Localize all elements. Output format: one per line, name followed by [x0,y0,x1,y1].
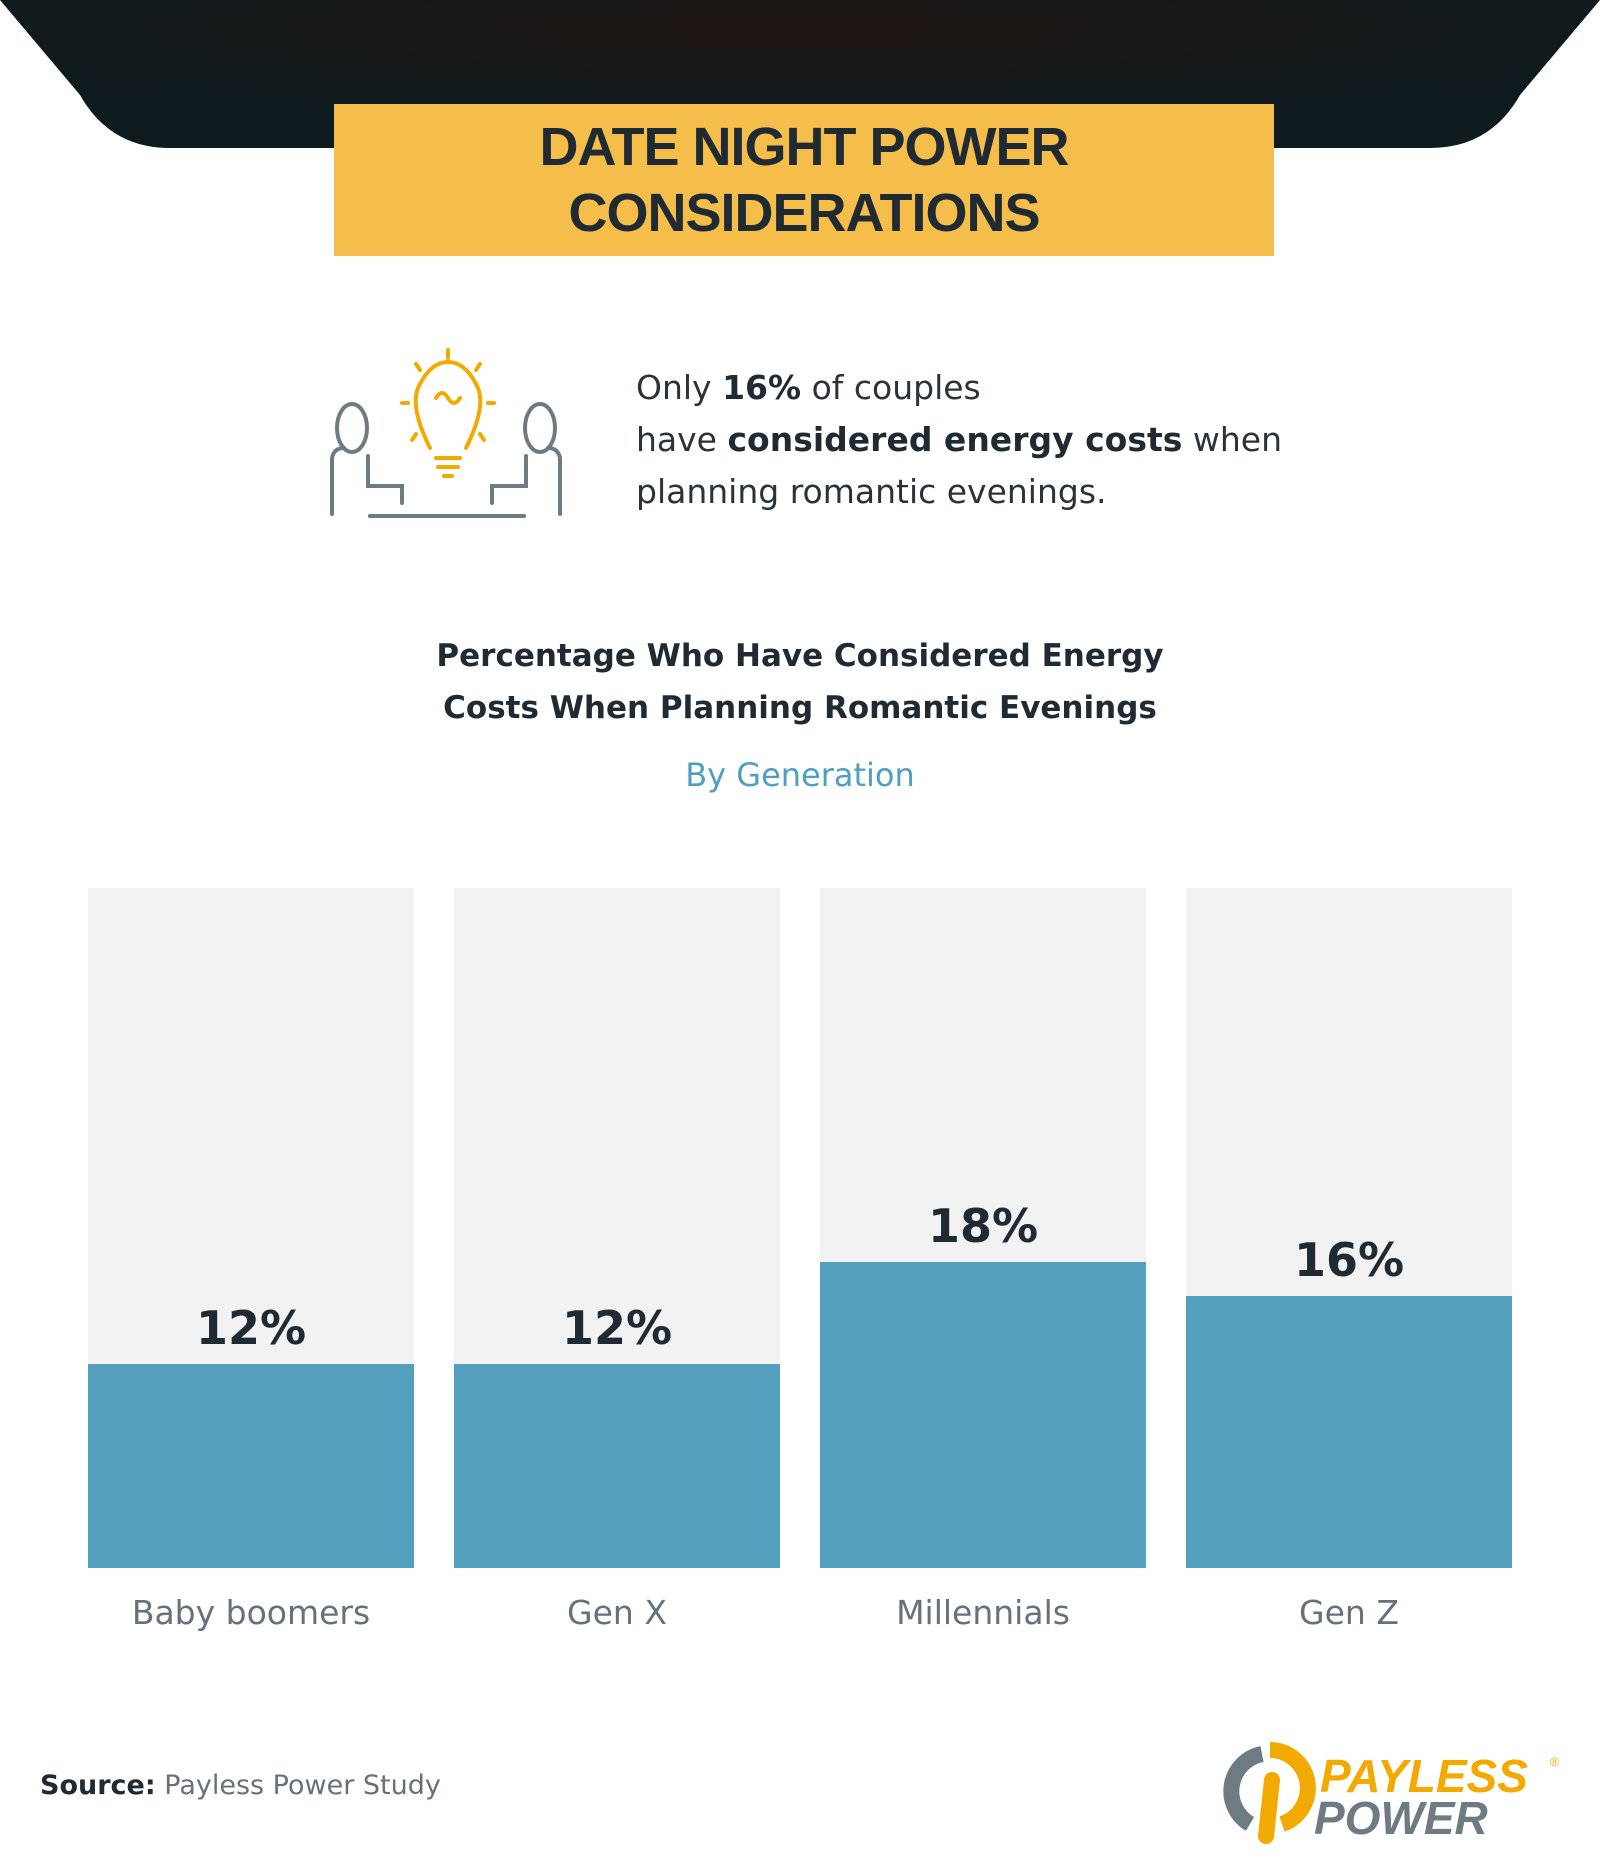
bar [88,1364,414,1568]
stat-callout: Only 16% of couples have considered ener… [636,362,1282,518]
bar-value-label: 12% [196,1301,306,1355]
bar-value-label: 12% [562,1301,672,1355]
svg-text:PAYLESS: PAYLESS [1320,1750,1528,1802]
category-label: Gen Z [1299,1593,1399,1632]
stat-highlight: 16% [722,368,802,407]
couple-lightbulb-icon [330,348,562,518]
stat-bold: considered energy costs [727,420,1183,459]
category-label: Millennials [896,1593,1070,1632]
bar [820,1262,1146,1568]
bar [454,1364,780,1568]
chart-subtitle: By Generation [685,756,915,794]
stat-text: have [636,420,717,459]
category-label: Baby boomers [132,1593,370,1632]
source-label: Source: [40,1770,156,1801]
stat-text: Only [636,368,712,407]
chart-title-line: Costs When Planning Romantic Evenings [443,690,1157,726]
source-text: Payless Power Study [164,1770,441,1801]
title-banner: DATE NIGHT POWER CONSIDERATIONS [334,104,1274,256]
bar-value-label: 16% [1294,1233,1404,1287]
bar [1186,1296,1512,1568]
page-title: DATE NIGHT POWER CONSIDERATIONS [539,117,1070,243]
chart-title: Percentage Who Have Considered Energy Co… [0,630,1600,734]
stat-text: planning romantic evenings. [636,472,1107,511]
payless-power-logo: PAYLESS POWER ® [1223,1742,1559,1844]
stat-text: when [1192,420,1283,459]
svg-text:®: ® [1550,1755,1559,1769]
category-label: Gen X [567,1593,667,1632]
bar-chart: 12% Baby boomers 12% Gen X 18% Millennials 16%… [88,888,1512,1632]
chart-title-line: Percentage Who Have Considered Energy [436,638,1164,674]
stat-text: of couples [811,368,981,407]
bar-value-label: 18% [928,1199,1038,1253]
source-note: Source: Payless Power Study [40,1770,441,1801]
svg-text:POWER: POWER [1314,1792,1488,1844]
